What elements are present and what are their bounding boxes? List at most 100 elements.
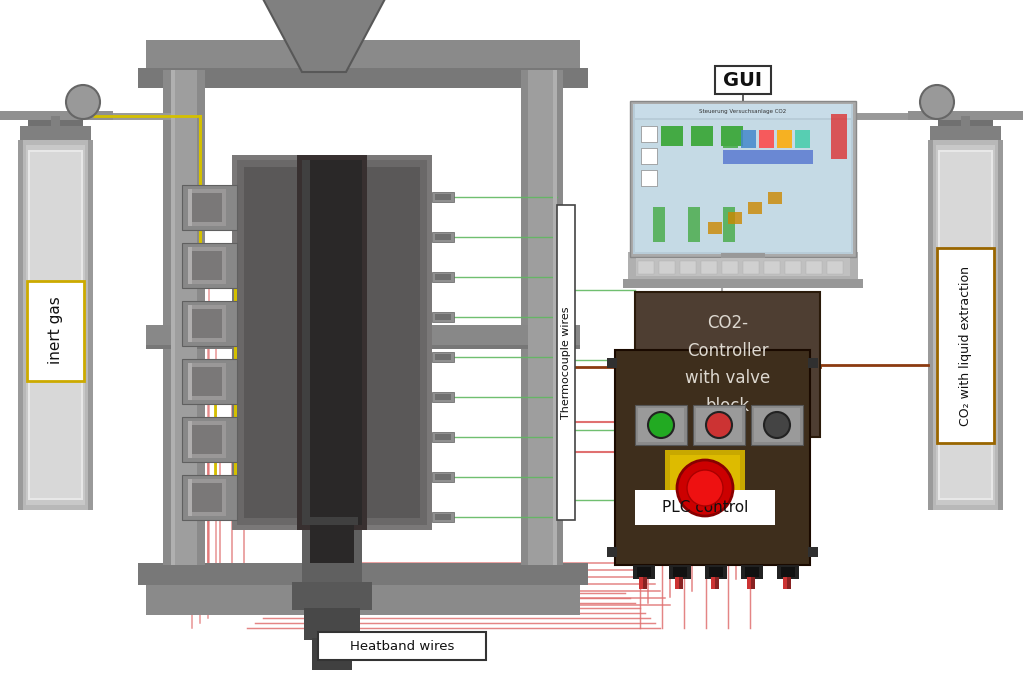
Bar: [669, 565, 691, 579]
Bar: [146, 325, 580, 344]
Bar: [665, 450, 745, 525]
Bar: [759, 130, 774, 148]
Bar: [521, 70, 563, 565]
Bar: [639, 577, 643, 589]
Bar: [20, 126, 91, 140]
Bar: [607, 547, 617, 557]
Bar: [182, 475, 237, 520]
Bar: [633, 565, 655, 579]
Bar: [292, 582, 372, 610]
Bar: [51, 116, 60, 130]
Bar: [182, 243, 237, 288]
Bar: [182, 359, 237, 404]
Bar: [435, 274, 451, 280]
Bar: [696, 408, 742, 442]
Text: GUI: GUI: [724, 70, 763, 89]
Bar: [908, 111, 1023, 120]
Bar: [764, 261, 780, 274]
Bar: [721, 253, 765, 258]
Bar: [232, 155, 432, 530]
Bar: [188, 305, 193, 342]
Bar: [0, 111, 113, 120]
Bar: [940, 152, 991, 498]
Text: Steuerung Versuchsanlage CO2: Steuerung Versuchsanlage CO2: [699, 108, 786, 113]
Bar: [188, 479, 226, 516]
Bar: [435, 234, 451, 240]
Bar: [188, 247, 226, 284]
Bar: [938, 116, 993, 126]
Bar: [746, 577, 751, 589]
Bar: [553, 70, 557, 565]
Bar: [528, 70, 554, 565]
Text: Thermocouple wires: Thermocouple wires: [561, 306, 571, 419]
Bar: [435, 394, 451, 400]
Bar: [777, 130, 792, 148]
Bar: [30, 152, 81, 498]
Bar: [728, 212, 742, 224]
Bar: [933, 140, 998, 510]
Bar: [432, 312, 454, 322]
Circle shape: [764, 412, 790, 438]
Bar: [777, 565, 799, 579]
Bar: [432, 432, 454, 442]
Bar: [680, 261, 696, 274]
Bar: [787, 577, 791, 589]
Bar: [244, 167, 420, 518]
Bar: [146, 40, 580, 70]
Bar: [182, 185, 237, 230]
Bar: [432, 392, 454, 402]
Bar: [827, 261, 843, 274]
Text: PLC control: PLC control: [662, 500, 749, 515]
Bar: [23, 140, 88, 510]
Bar: [188, 363, 193, 400]
Bar: [783, 577, 787, 589]
Bar: [754, 408, 800, 442]
Bar: [711, 577, 715, 589]
Circle shape: [66, 85, 100, 119]
Bar: [928, 140, 1002, 510]
Circle shape: [920, 85, 954, 119]
Text: CO2-
Controller
with valve
block: CO2- Controller with valve block: [685, 314, 770, 415]
Bar: [636, 258, 850, 276]
Bar: [306, 517, 358, 525]
Bar: [193, 367, 222, 396]
Bar: [623, 279, 863, 288]
Bar: [768, 192, 782, 204]
Circle shape: [706, 412, 732, 438]
Bar: [751, 405, 803, 445]
Bar: [193, 425, 222, 454]
Bar: [635, 405, 687, 445]
Bar: [936, 145, 995, 505]
Circle shape: [677, 460, 733, 516]
Bar: [628, 252, 858, 282]
Bar: [673, 567, 687, 577]
Text: CO₂ with liquid extraction: CO₂ with liquid extraction: [959, 266, 972, 426]
Bar: [607, 358, 617, 368]
Bar: [432, 352, 454, 362]
Bar: [304, 608, 360, 640]
Bar: [188, 479, 193, 516]
Bar: [188, 363, 226, 400]
Bar: [785, 261, 801, 274]
Bar: [193, 309, 222, 338]
Bar: [688, 207, 700, 242]
Bar: [193, 193, 222, 222]
Bar: [635, 104, 851, 118]
Bar: [171, 70, 175, 565]
Bar: [781, 567, 795, 577]
Bar: [748, 202, 762, 214]
Bar: [237, 160, 427, 525]
Bar: [188, 247, 193, 284]
Bar: [188, 421, 193, 458]
Bar: [435, 314, 451, 320]
Bar: [188, 189, 226, 226]
Bar: [679, 577, 683, 589]
Polygon shape: [262, 0, 386, 72]
Bar: [715, 66, 771, 94]
Bar: [27, 280, 84, 381]
Bar: [723, 130, 738, 148]
Bar: [310, 521, 354, 563]
Bar: [938, 150, 993, 500]
Bar: [188, 189, 193, 226]
Text: Heatband wires: Heatband wires: [350, 640, 455, 653]
